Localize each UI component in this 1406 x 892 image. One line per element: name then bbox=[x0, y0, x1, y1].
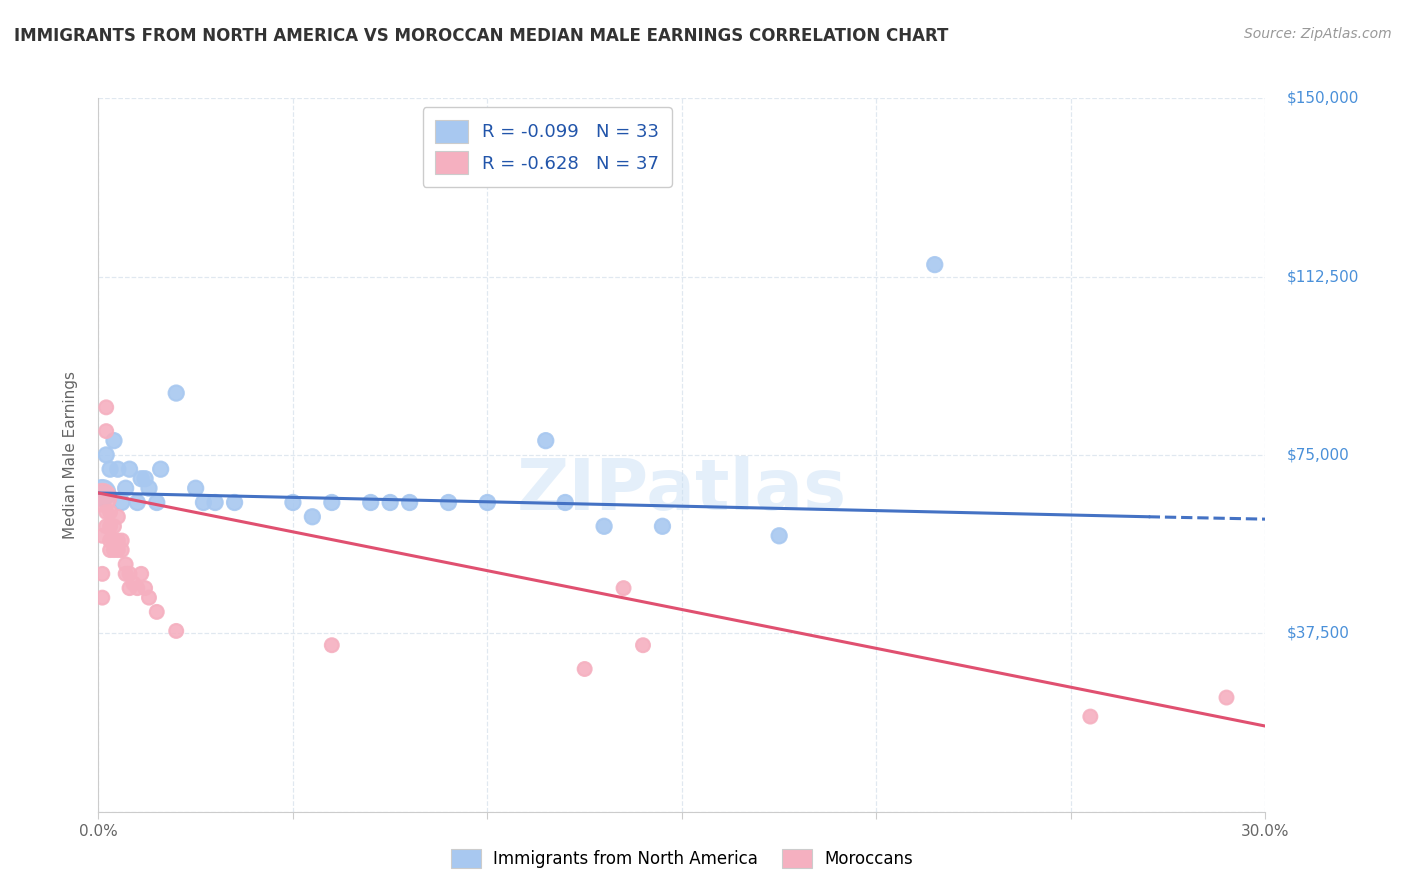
Text: IMMIGRANTS FROM NORTH AMERICA VS MOROCCAN MEDIAN MALE EARNINGS CORRELATION CHART: IMMIGRANTS FROM NORTH AMERICA VS MOROCCA… bbox=[14, 27, 949, 45]
Point bbox=[96, 519, 118, 533]
Text: Source: ZipAtlas.com: Source: ZipAtlas.com bbox=[1244, 27, 1392, 41]
Point bbox=[98, 519, 121, 533]
Point bbox=[118, 581, 141, 595]
Point bbox=[107, 509, 129, 524]
Point bbox=[111, 543, 134, 558]
Point bbox=[118, 566, 141, 581]
Point bbox=[114, 566, 136, 581]
Point bbox=[398, 495, 420, 509]
Point bbox=[91, 529, 114, 543]
Point bbox=[127, 495, 149, 509]
Point bbox=[651, 519, 673, 533]
Point bbox=[924, 258, 946, 272]
Point bbox=[612, 581, 634, 595]
Point bbox=[107, 543, 129, 558]
Point bbox=[134, 581, 156, 595]
Point bbox=[165, 624, 187, 638]
Text: $112,500: $112,500 bbox=[1286, 269, 1358, 284]
Point bbox=[96, 448, 118, 462]
Point bbox=[1080, 709, 1102, 723]
Point bbox=[91, 591, 114, 605]
Point bbox=[111, 495, 134, 509]
Point bbox=[96, 401, 118, 415]
Point bbox=[193, 495, 215, 509]
Point bbox=[91, 491, 114, 505]
Point bbox=[98, 543, 121, 558]
Point bbox=[138, 481, 160, 495]
Point bbox=[118, 462, 141, 476]
Point bbox=[114, 481, 136, 495]
Point bbox=[98, 505, 121, 519]
Point bbox=[103, 543, 125, 558]
Text: ZIPatlas: ZIPatlas bbox=[517, 456, 846, 525]
Point bbox=[107, 533, 129, 548]
Point bbox=[149, 462, 172, 476]
Legend: Immigrants from North America, Moroccans: Immigrants from North America, Moroccans bbox=[444, 842, 920, 875]
Text: $37,500: $37,500 bbox=[1286, 626, 1350, 640]
Point bbox=[281, 495, 304, 509]
Point bbox=[184, 481, 207, 495]
Y-axis label: Median Male Earnings: Median Male Earnings bbox=[63, 371, 77, 539]
Point bbox=[98, 462, 121, 476]
Point bbox=[103, 533, 125, 548]
Point bbox=[96, 505, 118, 519]
Point bbox=[127, 581, 149, 595]
Point bbox=[224, 495, 246, 509]
Point bbox=[134, 472, 156, 486]
Point bbox=[437, 495, 460, 509]
Point bbox=[129, 472, 152, 486]
Point bbox=[91, 566, 114, 581]
Point bbox=[534, 434, 557, 448]
Point bbox=[146, 495, 169, 509]
Point bbox=[321, 495, 343, 509]
Point bbox=[111, 533, 134, 548]
Point bbox=[114, 558, 136, 572]
Point bbox=[129, 566, 152, 581]
Point bbox=[554, 495, 576, 509]
Point bbox=[98, 533, 121, 548]
Point bbox=[165, 386, 187, 401]
Point bbox=[103, 434, 125, 448]
Point bbox=[301, 509, 323, 524]
Point bbox=[768, 529, 790, 543]
Point bbox=[146, 605, 169, 619]
Point bbox=[321, 638, 343, 652]
Point bbox=[477, 495, 499, 509]
Text: $75,000: $75,000 bbox=[1286, 448, 1350, 462]
Point bbox=[107, 462, 129, 476]
Point bbox=[122, 576, 145, 591]
Point bbox=[96, 424, 118, 438]
Point bbox=[360, 495, 382, 509]
Point bbox=[631, 638, 654, 652]
Point bbox=[1215, 690, 1237, 705]
Point bbox=[138, 591, 160, 605]
Point bbox=[378, 495, 402, 509]
Text: $150,000: $150,000 bbox=[1286, 91, 1358, 105]
Point bbox=[103, 519, 125, 533]
Point bbox=[91, 486, 114, 500]
Point bbox=[204, 495, 226, 509]
Point bbox=[574, 662, 596, 676]
Point bbox=[593, 519, 616, 533]
